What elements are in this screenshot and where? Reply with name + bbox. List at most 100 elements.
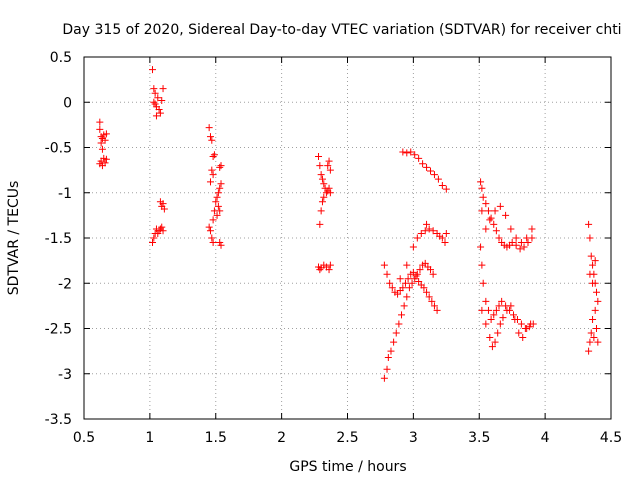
data-point	[441, 239, 449, 247]
data-point	[591, 257, 599, 265]
data-point	[421, 227, 429, 235]
data-point	[594, 297, 602, 305]
data-point	[517, 320, 525, 328]
data-point	[425, 225, 433, 233]
data-point	[156, 109, 164, 117]
data-point	[589, 279, 597, 287]
data-point	[399, 284, 407, 292]
data-point	[488, 343, 496, 351]
data-point	[520, 243, 528, 251]
data-point	[517, 239, 525, 247]
data-point	[403, 261, 411, 269]
data-point	[427, 266, 435, 274]
data-point	[214, 202, 222, 210]
y-axis: 0.5 0 -0.5 -1 -1.5 -2 -2.5 -3 -3.5	[45, 50, 611, 428]
data-point	[412, 272, 420, 280]
data-point	[593, 325, 601, 332]
data-point	[320, 193, 328, 201]
data-point	[438, 234, 446, 242]
data-point	[325, 184, 333, 192]
data-point	[586, 338, 594, 346]
x-tick-label: 2	[277, 430, 286, 446]
data-point	[208, 234, 216, 242]
data-point	[420, 284, 428, 292]
x-tick-label: 1.5	[205, 430, 227, 446]
data-point	[484, 306, 492, 314]
data-point	[149, 66, 157, 74]
data-point	[413, 234, 421, 242]
data-point	[502, 211, 510, 219]
x-axis-label: GPS time / hours	[289, 459, 406, 475]
data-point	[478, 306, 486, 314]
data-point	[491, 338, 499, 346]
data-point	[586, 234, 594, 242]
data-point	[427, 167, 435, 175]
data-point	[421, 259, 429, 267]
data-points	[96, 66, 602, 382]
data-point	[96, 125, 104, 133]
data-point	[159, 85, 167, 93]
data-point	[316, 266, 324, 274]
data-point	[320, 180, 328, 188]
data-point	[96, 118, 104, 126]
data-point	[487, 315, 495, 323]
data-point	[416, 266, 424, 274]
data-point	[510, 311, 518, 319]
data-point	[150, 85, 158, 93]
data-point	[425, 293, 433, 301]
data-point	[507, 302, 515, 310]
data-point	[585, 347, 593, 355]
data-point	[478, 207, 486, 215]
data-point	[478, 261, 486, 269]
data-point	[419, 160, 427, 168]
data-point	[479, 279, 487, 287]
data-point	[217, 180, 225, 188]
data-point	[209, 153, 217, 161]
data-point	[209, 216, 217, 224]
data-point	[398, 311, 406, 319]
data-point	[403, 293, 411, 301]
data-point	[405, 284, 413, 292]
data-point	[527, 320, 535, 328]
data-point	[528, 225, 536, 233]
chart-title: Day 315 of 2020, Sidereal Day-to-day VTE…	[62, 22, 621, 38]
data-point	[409, 268, 417, 276]
data-point	[392, 329, 400, 337]
data-point	[507, 225, 515, 233]
x-tick-label: 0.5	[73, 430, 95, 446]
y-tick-label: -0.5	[45, 141, 72, 157]
data-point	[408, 279, 416, 287]
data-point	[587, 329, 595, 337]
data-point	[326, 166, 334, 174]
data-point	[516, 245, 524, 253]
data-point	[383, 365, 391, 373]
data-point	[429, 270, 437, 278]
data-point	[217, 241, 225, 249]
data-point	[155, 105, 163, 113]
data-point	[216, 163, 224, 171]
data-point	[429, 227, 437, 235]
data-point	[495, 234, 503, 242]
data-point	[413, 270, 421, 278]
data-point	[487, 214, 495, 222]
data-point	[519, 334, 527, 342]
data-point	[492, 227, 500, 235]
y-tick-label: -3	[58, 367, 72, 383]
data-point	[404, 275, 412, 283]
data-point	[317, 171, 325, 179]
data-point	[508, 239, 516, 247]
data-point	[149, 239, 157, 247]
x-tick-label: 4.5	[600, 430, 622, 446]
data-point	[209, 239, 217, 247]
x-tick-label: 3	[409, 430, 418, 446]
data-point	[482, 297, 490, 305]
data-point	[587, 252, 595, 260]
data-point	[512, 241, 520, 249]
data-point	[486, 334, 494, 342]
data-point	[386, 279, 394, 287]
y-tick-label: 0	[63, 95, 72, 111]
data-point	[415, 154, 423, 162]
data-point	[395, 320, 403, 328]
data-point	[158, 223, 166, 231]
data-point	[380, 261, 388, 269]
